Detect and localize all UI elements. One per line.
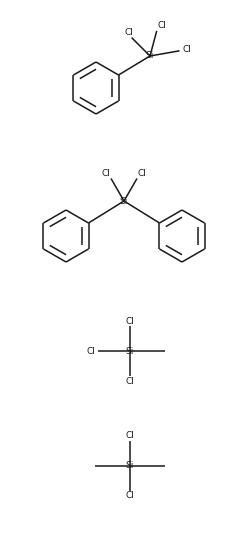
- Text: Cl: Cl: [157, 21, 166, 31]
- Text: Si: Si: [120, 197, 128, 205]
- Text: Cl: Cl: [102, 169, 110, 178]
- Text: Cl: Cl: [125, 317, 134, 325]
- Text: Cl: Cl: [124, 28, 133, 37]
- Text: Si: Si: [126, 461, 134, 471]
- Text: Cl: Cl: [125, 491, 134, 501]
- Text: Si: Si: [146, 51, 154, 61]
- Text: Cl: Cl: [125, 431, 134, 441]
- Text: Cl: Cl: [182, 45, 191, 54]
- Text: Si: Si: [126, 347, 134, 355]
- Text: Cl: Cl: [87, 347, 95, 355]
- Text: Cl: Cl: [125, 377, 134, 385]
- Text: Cl: Cl: [138, 169, 146, 178]
